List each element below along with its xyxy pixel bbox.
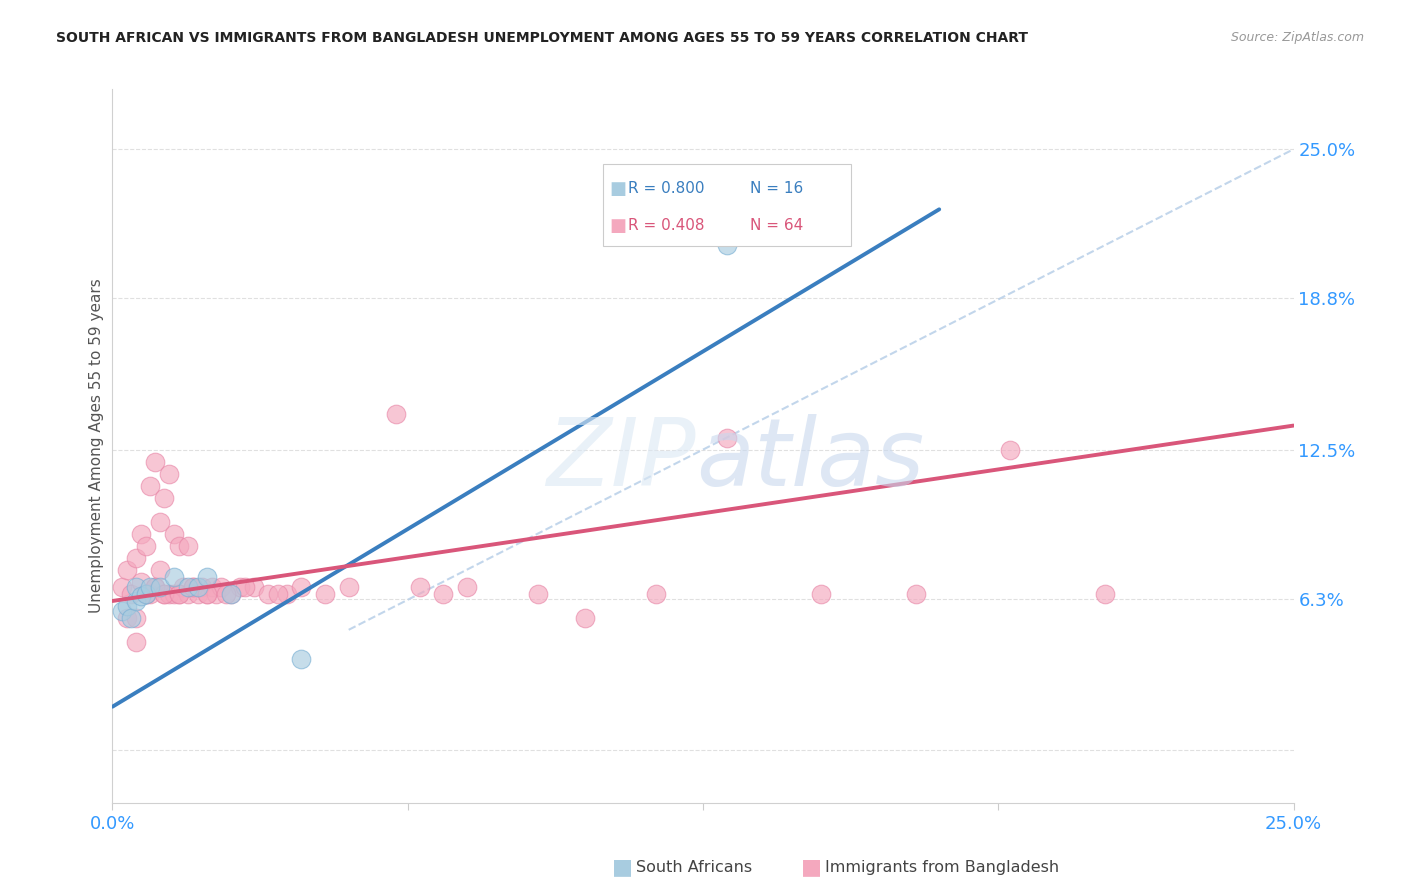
Text: N = 16: N = 16 xyxy=(751,181,803,196)
Point xyxy=(181,580,204,594)
Point xyxy=(167,587,190,601)
Point xyxy=(195,587,218,601)
Point xyxy=(135,587,157,601)
Point xyxy=(157,587,180,601)
Point xyxy=(408,580,430,594)
Point xyxy=(177,539,200,553)
Text: ZIP: ZIP xyxy=(547,414,696,505)
Point xyxy=(125,550,148,565)
Point xyxy=(125,611,148,625)
Point xyxy=(125,580,148,594)
Point xyxy=(644,587,666,601)
Point xyxy=(143,580,166,594)
Point xyxy=(177,580,200,594)
Point xyxy=(186,580,208,594)
Point xyxy=(177,587,200,601)
Text: ■: ■ xyxy=(610,217,627,235)
Point xyxy=(290,580,312,594)
Point xyxy=(337,580,360,594)
Text: ■: ■ xyxy=(801,857,823,877)
Point xyxy=(205,587,228,601)
Point xyxy=(163,570,186,584)
Point xyxy=(904,587,927,601)
Point xyxy=(314,587,336,601)
Point xyxy=(115,563,138,577)
Point xyxy=(129,526,152,541)
Point xyxy=(229,580,252,594)
Y-axis label: Unemployment Among Ages 55 to 59 years: Unemployment Among Ages 55 to 59 years xyxy=(89,278,104,614)
Point xyxy=(998,442,1021,457)
Point xyxy=(716,431,738,445)
Text: R = 0.800: R = 0.800 xyxy=(628,181,704,196)
Point xyxy=(201,580,224,594)
Text: R = 0.408: R = 0.408 xyxy=(628,219,704,233)
Point xyxy=(456,580,478,594)
Point xyxy=(149,563,172,577)
Point xyxy=(1094,587,1116,601)
Text: N = 64: N = 64 xyxy=(751,219,803,233)
Point xyxy=(149,515,172,529)
Point xyxy=(153,587,176,601)
Point xyxy=(111,604,134,618)
Point xyxy=(120,611,142,625)
Point xyxy=(290,651,312,665)
Point xyxy=(181,580,204,594)
Point xyxy=(195,587,218,601)
Text: SOUTH AFRICAN VS IMMIGRANTS FROM BANGLADESH UNEMPLOYMENT AMONG AGES 55 TO 59 YEA: SOUTH AFRICAN VS IMMIGRANTS FROM BANGLAD… xyxy=(56,31,1028,45)
Point xyxy=(385,407,408,421)
Point xyxy=(135,587,157,601)
Point xyxy=(143,580,166,594)
Point xyxy=(153,491,176,505)
Point xyxy=(129,574,152,589)
Point xyxy=(115,599,138,613)
Point xyxy=(810,587,832,601)
Point xyxy=(149,580,172,594)
Point xyxy=(129,589,152,603)
Point xyxy=(111,580,134,594)
Point xyxy=(574,611,596,625)
Text: atlas: atlas xyxy=(696,414,924,505)
Point xyxy=(167,539,190,553)
Point xyxy=(186,587,208,601)
Point xyxy=(276,587,298,601)
Point xyxy=(432,587,454,601)
Point xyxy=(135,539,157,553)
Text: South Africans: South Africans xyxy=(636,860,752,874)
Text: ■: ■ xyxy=(610,180,627,198)
Point xyxy=(233,580,256,594)
Point xyxy=(267,587,290,601)
Point xyxy=(172,580,194,594)
Point xyxy=(139,587,162,601)
Point xyxy=(163,526,186,541)
Point xyxy=(157,467,180,481)
Point xyxy=(219,587,242,601)
Point xyxy=(153,587,176,601)
Text: Immigrants from Bangladesh: Immigrants from Bangladesh xyxy=(825,860,1060,874)
Text: ■: ■ xyxy=(612,857,633,877)
Point xyxy=(139,580,162,594)
Point xyxy=(135,587,157,601)
Point xyxy=(125,594,148,608)
Text: Source: ZipAtlas.com: Source: ZipAtlas.com xyxy=(1230,31,1364,45)
Point xyxy=(120,587,142,601)
Point xyxy=(163,587,186,601)
Point xyxy=(215,587,238,601)
Point xyxy=(526,587,548,601)
Point xyxy=(191,580,214,594)
Point xyxy=(195,570,218,584)
Point xyxy=(125,635,148,649)
Point xyxy=(209,580,232,594)
Point xyxy=(257,587,280,601)
Point xyxy=(716,238,738,252)
Point xyxy=(243,580,266,594)
Point xyxy=(115,611,138,625)
Point xyxy=(139,478,162,492)
Point xyxy=(219,587,242,601)
Point xyxy=(167,587,190,601)
Point xyxy=(143,455,166,469)
